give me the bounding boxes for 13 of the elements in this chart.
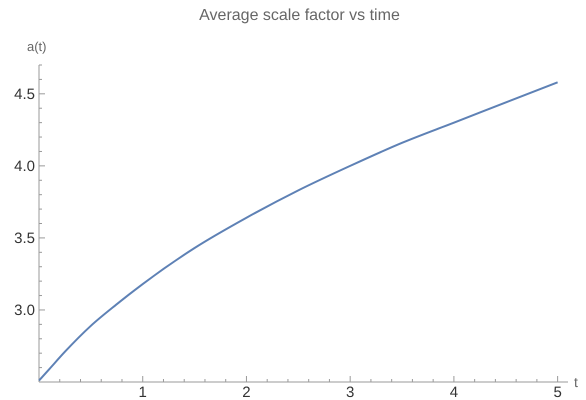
x-tick-label: 5 <box>553 384 562 400</box>
x-tick-label: 1 <box>138 384 147 400</box>
y-tick-label: 3.5 <box>14 230 35 247</box>
x-tick-label: 4 <box>450 384 458 400</box>
y-tick-label: 3.0 <box>14 302 35 319</box>
y-tick-label: 4.5 <box>14 86 35 103</box>
x-tick-label: 2 <box>242 384 251 400</box>
x-tick-label: 3 <box>346 384 354 400</box>
line-series <box>38 81 559 382</box>
chart-title: Average scale factor vs time <box>199 7 400 24</box>
y-tick-label: 4.0 <box>14 158 35 175</box>
x-axis-title: t <box>574 374 578 390</box>
y-axis-title: a(t) <box>27 39 46 54</box>
